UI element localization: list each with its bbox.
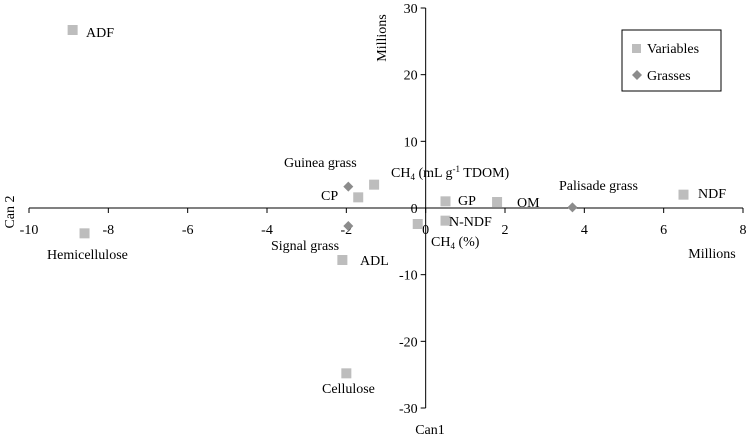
legend-box — [621, 29, 722, 92]
x-axis-title: Can1 — [415, 423, 445, 436]
label-n-ndf: N-NDF — [449, 215, 492, 230]
legend-marker-variables — [632, 44, 641, 53]
legend-label-variables: Variables — [647, 42, 699, 57]
point-ch4 — [412, 219, 423, 229]
x-tick-label: -10 — [20, 223, 39, 238]
x-tick-label: 0 — [422, 223, 429, 238]
label-gp: GP — [458, 194, 476, 209]
legend-marker-grasses — [632, 70, 642, 80]
y-tick-label: 0 — [411, 202, 418, 217]
x-tick-label: -6 — [182, 223, 194, 238]
x-tick-label: 2 — [502, 223, 509, 238]
x-tick-label: 4 — [581, 223, 588, 238]
y-tick-label: 10 — [404, 135, 418, 150]
label-ch4-pct: CH4 (%) — [431, 235, 480, 251]
y-tick-label: -30 — [399, 402, 418, 417]
label-adl: ADL — [360, 254, 389, 269]
y-tick-label: 20 — [404, 69, 418, 84]
label-guinea-grass: Guinea grass — [284, 156, 357, 171]
label-cp: CP — [321, 189, 338, 204]
x-tick-label: -2 — [340, 223, 352, 238]
point-ndf — [678, 189, 689, 200]
label-hemicellulose: Hemicellulose — [47, 248, 128, 263]
x-tick-label: -8 — [102, 223, 114, 238]
point-gp — [440, 196, 451, 207]
data-points — [67, 25, 689, 379]
x-axis-unit: Millions — [688, 247, 735, 262]
x-tick-label: 6 — [660, 223, 667, 238]
label-signal-grass: Signal grass — [271, 239, 339, 254]
point-palisade-grass — [567, 202, 578, 213]
point-guinea-grass — [343, 181, 354, 192]
y-tick-label: -20 — [399, 335, 418, 350]
label-om: OM — [517, 196, 540, 211]
point-adf — [67, 25, 78, 35]
y-axis-unit: Millions — [375, 14, 390, 61]
label-adf: ADF — [86, 26, 114, 41]
x-tick-label: -4 — [261, 223, 273, 238]
point-cellulose — [341, 368, 352, 379]
x-tick-label: 8 — [740, 223, 747, 238]
point-n-ndf — [440, 215, 451, 226]
point-signal-grass — [343, 221, 354, 231]
point-adl — [337, 255, 348, 265]
point-om — [492, 197, 503, 207]
point-cp — [353, 192, 364, 203]
label-ch4-ml: CH4 (mL g-1 TDOM) — [391, 164, 510, 182]
label-ndf: NDF — [698, 187, 726, 202]
legend: Variables Grasses — [621, 29, 722, 92]
y-tick-label: 30 — [404, 2, 418, 17]
point-hemicellulose — [79, 228, 90, 239]
y-tick-label: -10 — [399, 269, 418, 284]
point-ch4-ml-g-1-tdom — [369, 179, 380, 190]
y-axis-title: Can 2 — [3, 195, 18, 228]
axes — [28, 7, 744, 409]
label-palisade-grass: Palisade grass — [559, 179, 638, 194]
legend-label-grasses: Grasses — [647, 69, 691, 84]
label-cellulose: Cellulose — [322, 382, 375, 397]
